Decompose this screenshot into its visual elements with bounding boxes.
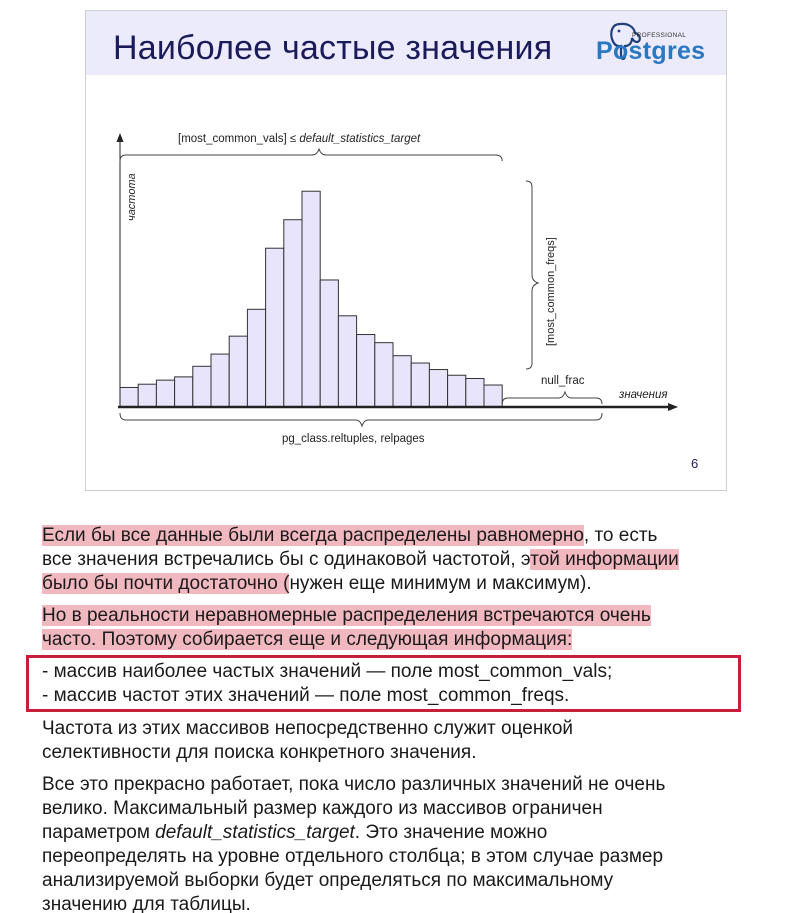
- slide-title: Наиболее частые значения: [113, 29, 553, 67]
- x-axis-arrow: [668, 403, 678, 411]
- elephant-icon: [610, 22, 641, 61]
- notes-paragraph-1: Если бы все данные были всегда распредел…: [42, 524, 772, 596]
- histogram-bar: [392, 355, 412, 408]
- highlight: часто. Поэтому собирается еще и следующа…: [42, 629, 573, 650]
- bottom-brace-label: pg_class.reltuples, relpages: [282, 433, 425, 445]
- top-brace-label-prefix: [most_common_vals] ≤: [178, 133, 299, 145]
- histogram-bar: [174, 376, 194, 408]
- logo-wordmark: Postgres: [596, 37, 706, 65]
- boxed-line-1: - массив наиболее частых значений — поле…: [42, 661, 613, 682]
- histogram-bar: [465, 378, 485, 408]
- logo-subtitle: PROFESSIONAL: [632, 32, 687, 39]
- slide-page-number: 6: [691, 456, 699, 471]
- text: , то есть: [583, 525, 658, 546]
- bottom-brace: [119, 412, 603, 428]
- highlight: той информации: [530, 549, 679, 570]
- histogram-bar: [137, 383, 157, 408]
- histogram-bar: [356, 334, 376, 408]
- right-brace: [525, 180, 540, 370]
- text: Частота из этих массивов непосредственно…: [42, 718, 574, 739]
- y-axis-arrow: [116, 133, 124, 142]
- histogram-bar: [337, 315, 358, 408]
- text: параметром: [42, 822, 156, 843]
- top-brace-label-param: default_statistics_target: [299, 133, 421, 145]
- text: велико. Максимальный размер каждого из м…: [42, 798, 603, 819]
- highlight: Но в реальности неравномерные распределе…: [42, 605, 651, 626]
- text: нужен еще минимум и максимум).: [289, 573, 592, 594]
- top-brace: [119, 147, 503, 162]
- histogram-bar: [374, 342, 394, 408]
- text: переопределять на уровне отдельного стол…: [42, 846, 664, 867]
- histogram-bar: [265, 247, 285, 408]
- histogram-bar: [119, 386, 139, 408]
- slide: Наиболее частые значения PROFESSIONAL Po…: [85, 10, 727, 491]
- notes-paragraph-2: Но в реальности неравномерные распределе…: [42, 604, 772, 652]
- histogram-bar: [228, 335, 248, 408]
- right-brace-label: [most_common_freqs]: [545, 237, 557, 346]
- text: все значения встречались бы с одинаковой…: [42, 549, 531, 570]
- histogram-bar: [319, 279, 339, 408]
- postgres-logo: PROFESSIONAL Postgres: [594, 17, 706, 67]
- histogram-bar: [283, 219, 303, 408]
- x-axis-label: значения: [618, 389, 668, 401]
- highlight: Если бы все данные были всегда распредел…: [42, 525, 584, 546]
- histogram-bar: [410, 362, 430, 408]
- null-frac-label: null_frac: [541, 375, 585, 387]
- notes-paragraph-4: Все это прекрасно работает, пока число р…: [42, 773, 772, 913]
- top-brace-label: [most_common_vals] ≤ default_statistics_…: [178, 133, 421, 145]
- histogram-bar: [246, 308, 267, 408]
- text: анализируемой выборки будет определяться…: [42, 870, 614, 891]
- param-name: default_statistics_target: [155, 822, 355, 843]
- histogram-bar: [210, 353, 230, 408]
- histogram-bar: [447, 374, 467, 408]
- histogram-chart: частота значения [most_common_vals] ≤ defa…: [116, 133, 678, 445]
- text: Все это прекрасно работает, пока число р…: [42, 774, 666, 795]
- y-axis-label: частота: [126, 173, 138, 221]
- boxed-list: - массив наиболее частых значений — поле…: [26, 655, 741, 712]
- histogram-bar: [428, 369, 449, 408]
- histogram-bar: [192, 365, 212, 408]
- text: селективности для поиска конкретного зна…: [42, 742, 477, 763]
- boxed-line-2: - массив частот этих значений — поле mos…: [42, 685, 570, 706]
- histogram-bar: [301, 190, 321, 408]
- histogram-bar: [483, 384, 503, 408]
- null-frac-brace: [501, 390, 603, 405]
- slide-header: Наиболее частые значения PROFESSIONAL Po…: [86, 11, 726, 75]
- highlight: было бы почти достаточно (: [42, 573, 290, 594]
- histogram-bar: [155, 379, 176, 408]
- text: . Это значение можно: [354, 822, 548, 843]
- text: значению для таблицы.: [42, 894, 251, 913]
- notes-paragraph-3: Частота из этих массивов непосредственно…: [42, 717, 772, 765]
